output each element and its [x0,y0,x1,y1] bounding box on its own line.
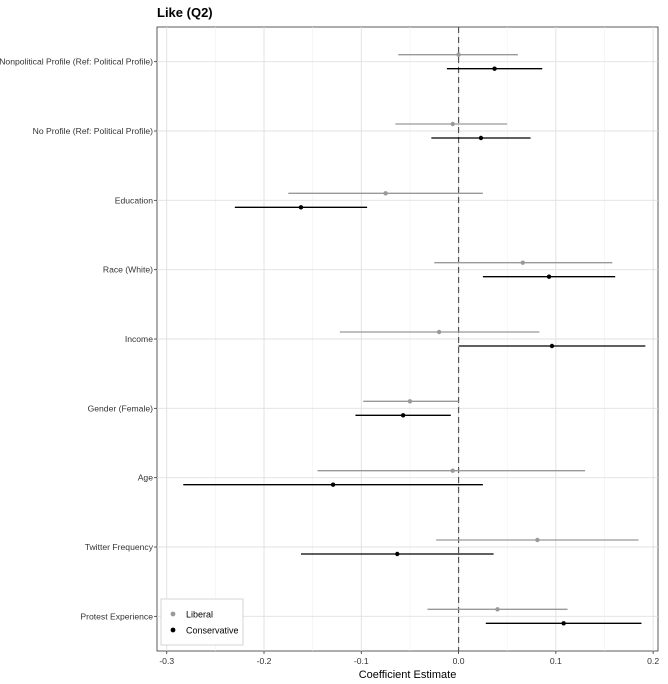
conservative-point [549,343,555,349]
x-tick-label: -0.2 [257,656,272,666]
legend-label-liberal: Liberal [186,610,213,620]
y-tick-label: Protest Experience [80,611,153,621]
x-tick-label: 0.2 [647,656,659,666]
x-tick-label: 0.1 [550,656,562,666]
x-tick-label: 0.0 [453,656,465,666]
y-tick-label: Income [125,334,153,344]
conservative-point [400,413,406,418]
conservative-point [546,274,552,279]
conservative-point [298,205,304,210]
liberal-point [456,52,461,57]
liberal-point [383,191,388,196]
liberal-point [407,399,413,404]
x-axis-label: Coefficient Estimate [359,669,457,681]
liberal-point [495,607,500,612]
liberal-point [520,260,525,265]
legend-label-conservative: Conservative [186,626,239,636]
legend-marker-liberal [170,611,176,617]
conservative-point [330,482,336,487]
legend-marker-conservative [170,627,176,633]
liberal-point [450,468,455,473]
x-tick-label: -0.1 [354,656,369,666]
conservative-point [478,135,484,141]
liberal-point [450,121,455,127]
y-tick-label: Twitter Frequency [85,542,154,552]
y-tick-label: No Profile (Ref: Political Profile) [33,126,153,136]
conservative-point [492,66,497,71]
y-tick-label: Age [138,473,154,483]
conservative-point [395,551,400,557]
liberal-point [535,537,540,543]
legend-box [160,598,244,646]
y-tick-label: Gender (Female) [88,403,154,413]
x-tick-label: -0.3 [159,656,174,666]
chart-title: Like (Q2) [157,5,213,20]
liberal-point [436,329,442,335]
y-tick-label: Nonpolitical Profile (Ref: Political Pro… [0,57,153,67]
y-tick-label: Race (White) [103,265,153,275]
conservative-point [561,621,566,626]
y-tick-label: Education [115,195,153,205]
